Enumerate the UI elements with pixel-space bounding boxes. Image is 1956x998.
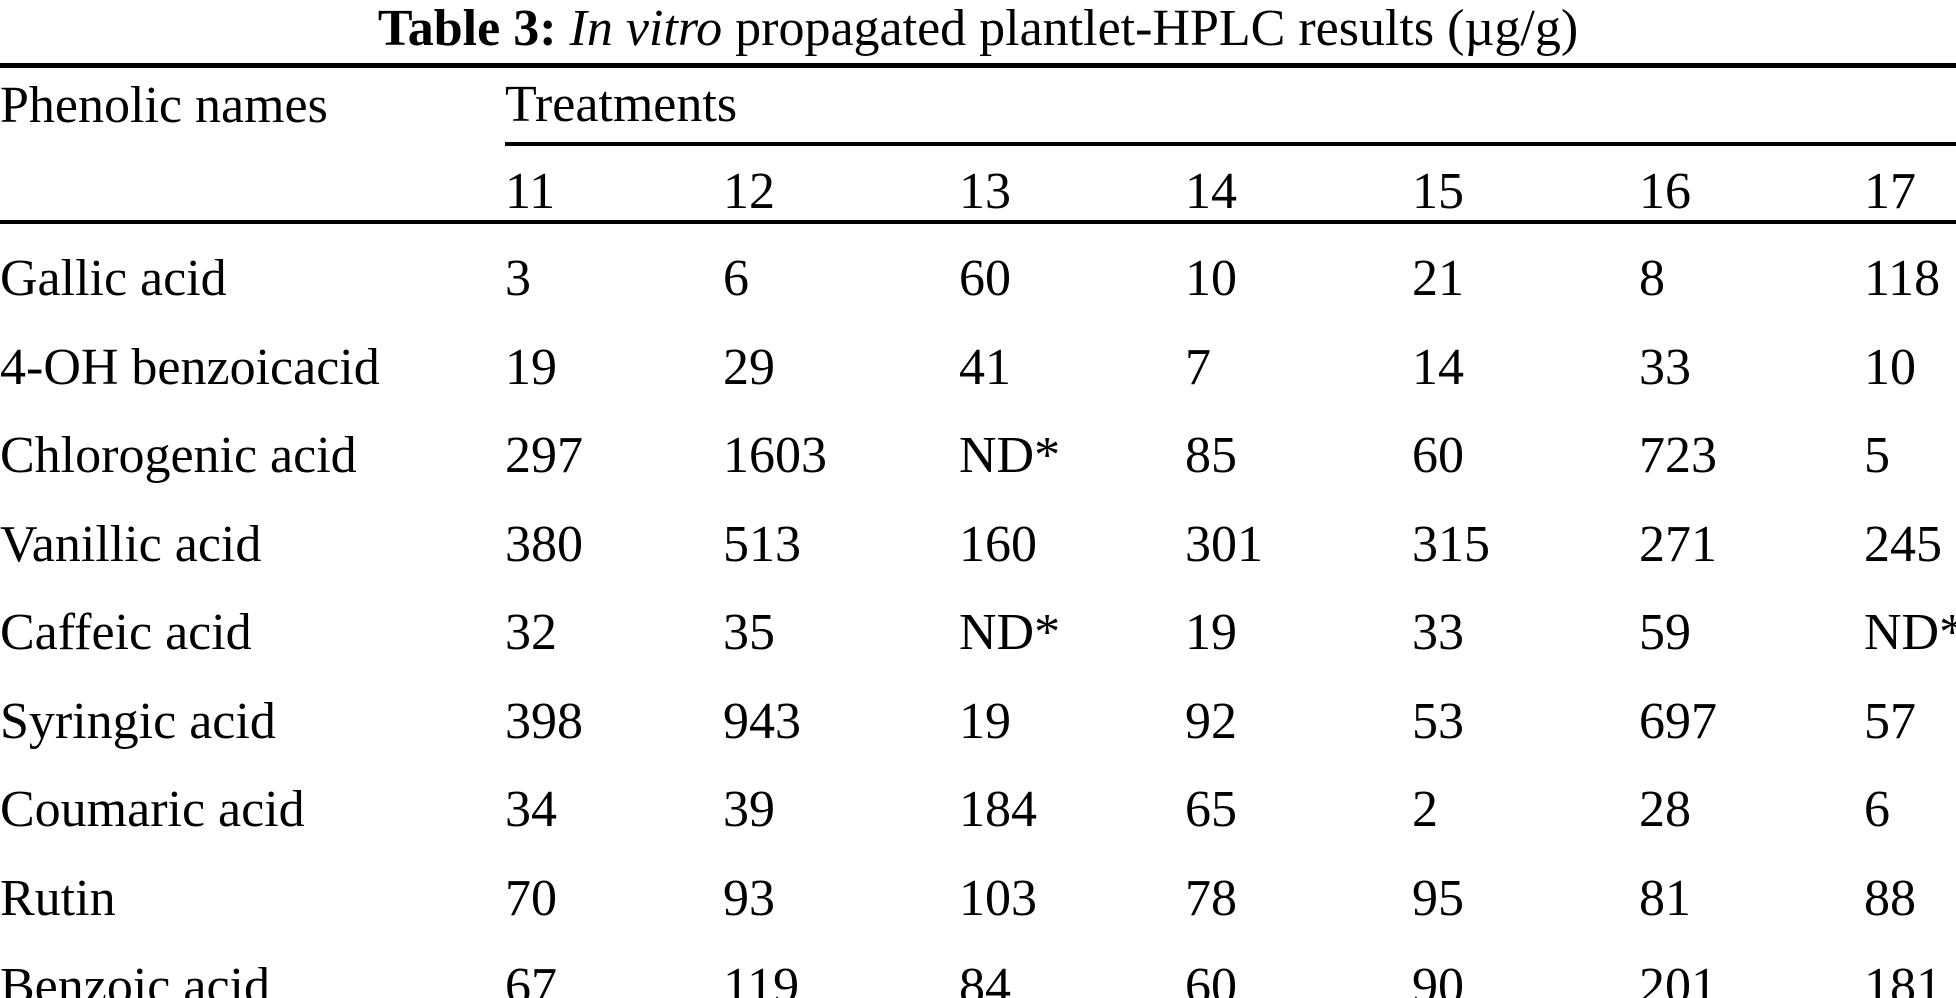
- value-cell: 92: [1185, 692, 1237, 750]
- table-row: Syringic acid 398 943 19 92 53 697 57: [0, 667, 1956, 756]
- table-number-label: Table 3:: [377, 0, 557, 57]
- value-cell: 297: [505, 427, 583, 485]
- value-cell: 10: [1185, 250, 1237, 308]
- value-cell: ND*: [959, 427, 1061, 485]
- header-row-treatment-ids: 11 12 13 14 15 16 17: [0, 144, 1956, 224]
- table-row: Gallic acid 3 6 60 10 21 8 118: [0, 222, 1956, 313]
- value-cell: 57: [1864, 692, 1916, 750]
- value-cell: 103: [959, 869, 1037, 927]
- value-cell: 245: [1864, 515, 1942, 573]
- value-cell: 118: [1864, 250, 1941, 308]
- value-cell: 6: [1864, 781, 1890, 839]
- value-cell: 380: [505, 515, 583, 573]
- phenolic-name-cell: Rutin: [0, 869, 116, 927]
- value-cell: ND*: [1864, 604, 1956, 662]
- value-cell: 60: [1412, 427, 1464, 485]
- treatments-group-header: Treatments: [505, 65, 1956, 146]
- phenolic-name-cell: Vanillic acid: [0, 515, 262, 573]
- value-cell: 19: [1185, 604, 1237, 662]
- table-title: Table 3: In vitro propagated plantlet-HP…: [0, 0, 1956, 63]
- value-cell: 315: [1412, 515, 1490, 573]
- value-cell: 88: [1864, 869, 1916, 927]
- value-cell: 33: [1639, 338, 1691, 396]
- table-row: 4-OH benzoicacid 19 29 41 7 14 33 10: [0, 313, 1956, 402]
- hplc-results-table: Phenolic names Treatments 11 12 13 14 15 16 17…: [0, 63, 1956, 998]
- title-italic-part: In vitro: [569, 0, 723, 57]
- value-cell: 78: [1185, 869, 1237, 927]
- treatment-id-header: 12: [723, 144, 959, 224]
- value-cell: 160: [959, 515, 1037, 573]
- value-cell: 271: [1639, 515, 1717, 573]
- value-cell: 119: [723, 958, 800, 998]
- treatment-id-header: 16: [1639, 144, 1864, 224]
- value-cell: 67: [505, 958, 557, 998]
- value-cell: 32: [505, 604, 557, 662]
- value-cell: 29: [723, 338, 775, 396]
- value-cell: 60: [959, 250, 1011, 308]
- value-cell: 90: [1412, 958, 1464, 998]
- value-cell: 33: [1412, 604, 1464, 662]
- value-cell: 5: [1864, 427, 1890, 485]
- treatment-id-header: 15: [1412, 144, 1639, 224]
- value-cell: 943: [723, 692, 801, 750]
- table-row: Rutin 70 93 103 78 95 81 88: [0, 844, 1956, 933]
- treatment-id-header: 14: [1185, 144, 1412, 224]
- value-cell: 28: [1639, 781, 1691, 839]
- value-cell: 19: [505, 338, 557, 396]
- value-cell: 84: [959, 958, 1011, 998]
- value-cell: 398: [505, 692, 583, 750]
- value-cell: 10: [1864, 338, 1916, 396]
- header-row-groups: Phenolic names Treatments: [0, 65, 1956, 146]
- value-cell: 95: [1412, 869, 1464, 927]
- value-cell: 3: [505, 250, 531, 308]
- empty-header-cell: [0, 144, 505, 224]
- value-cell: 184: [959, 781, 1037, 839]
- table-row: Vanillic acid 380 513 160 301 315 271 245: [0, 490, 1956, 579]
- value-cell: 201: [1639, 958, 1717, 998]
- value-cell: 697: [1639, 692, 1717, 750]
- value-cell: 7: [1185, 338, 1211, 396]
- table-row: Chlorogenic acid 297 1603 ND* 85 60 723 5: [0, 401, 1956, 490]
- value-cell: 181: [1864, 958, 1942, 998]
- value-cell: 21: [1412, 250, 1464, 308]
- value-cell: 1603: [723, 427, 827, 485]
- value-cell: 513: [723, 515, 801, 573]
- phenolic-name-cell: Chlorogenic acid: [0, 427, 357, 485]
- phenolic-name-cell: Caffeic acid: [0, 604, 252, 662]
- value-cell: 53: [1412, 692, 1464, 750]
- phenolic-name-cell: Coumaric acid: [0, 781, 305, 839]
- value-cell: 8: [1639, 250, 1665, 308]
- title-rest: propagated plantlet-HPLC results (µg/g): [735, 0, 1579, 57]
- phenolic-name-cell: 4-OH benzoicacid: [0, 338, 380, 396]
- value-cell: 70: [505, 869, 557, 927]
- phenolic-name-cell: Gallic acid: [0, 250, 227, 308]
- value-cell: 723: [1639, 427, 1717, 485]
- value-cell: 60: [1185, 958, 1237, 998]
- value-cell: 65: [1185, 781, 1237, 839]
- phenolic-name-cell: Benzoic acid: [0, 958, 270, 998]
- phenolic-names-header: Phenolic names: [0, 77, 328, 134]
- value-cell: 19: [959, 692, 1011, 750]
- value-cell: 81: [1639, 869, 1691, 927]
- value-cell: 93: [723, 869, 775, 927]
- treatment-id-header: 13: [959, 144, 1185, 224]
- table-row: Coumaric acid 34 39 184 65 2 28 6: [0, 755, 1956, 844]
- value-cell: 301: [1185, 515, 1263, 573]
- value-cell: 14: [1412, 338, 1464, 396]
- value-cell: 41: [959, 338, 1011, 396]
- treatment-id-header: 11: [505, 144, 723, 224]
- value-cell: ND*: [959, 604, 1061, 662]
- value-cell: 59: [1639, 604, 1691, 662]
- treatment-id-header: 17: [1864, 144, 1956, 224]
- table-row: Benzoic acid 67 119 84 60 90 201 181: [0, 932, 1956, 998]
- phenolic-name-cell: Syringic acid: [0, 692, 276, 750]
- table-row: Caffeic acid 32 35 ND* 19 33 59 ND*: [0, 578, 1956, 667]
- value-cell: 34: [505, 781, 557, 839]
- value-cell: 2: [1412, 781, 1438, 839]
- value-cell: 39: [723, 781, 775, 839]
- value-cell: 85: [1185, 427, 1237, 485]
- value-cell: 6: [723, 250, 749, 308]
- value-cell: 35: [723, 604, 775, 662]
